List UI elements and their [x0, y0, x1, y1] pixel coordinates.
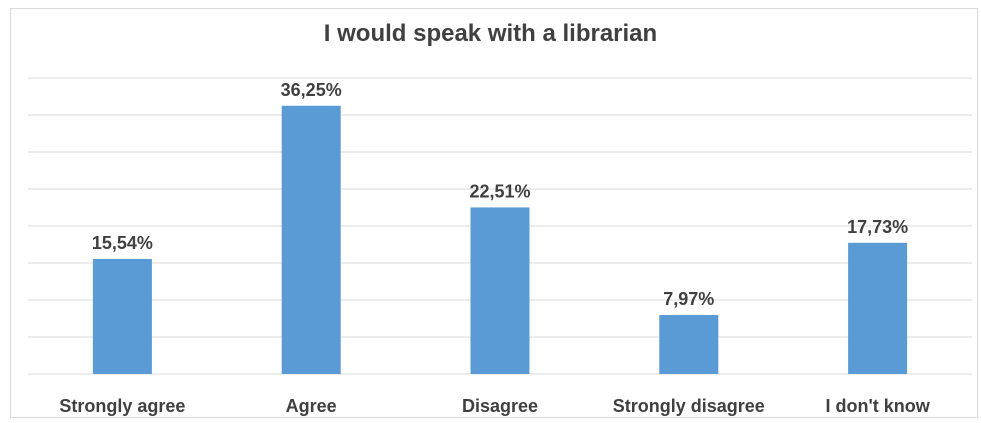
- data-label: 7,97%: [663, 289, 714, 309]
- bar: [848, 242, 908, 374]
- data-label: 36,25%: [281, 80, 342, 100]
- bar: [470, 207, 530, 374]
- chart-title: I would speak with a librarian: [323, 20, 658, 47]
- data-label: 15,54%: [92, 233, 153, 253]
- x-tick-label: Strongly disagree: [613, 396, 765, 416]
- bar: [281, 105, 341, 374]
- bar: [92, 259, 152, 374]
- x-tick-label: I don't know: [825, 396, 930, 416]
- bar: [659, 315, 719, 374]
- x-tick-label: Disagree: [462, 396, 538, 416]
- data-label: 22,51%: [469, 181, 530, 201]
- x-tick-label: Agree: [286, 396, 337, 416]
- x-tick-label: Strongly agree: [59, 396, 185, 416]
- data-label: 17,73%: [847, 217, 908, 237]
